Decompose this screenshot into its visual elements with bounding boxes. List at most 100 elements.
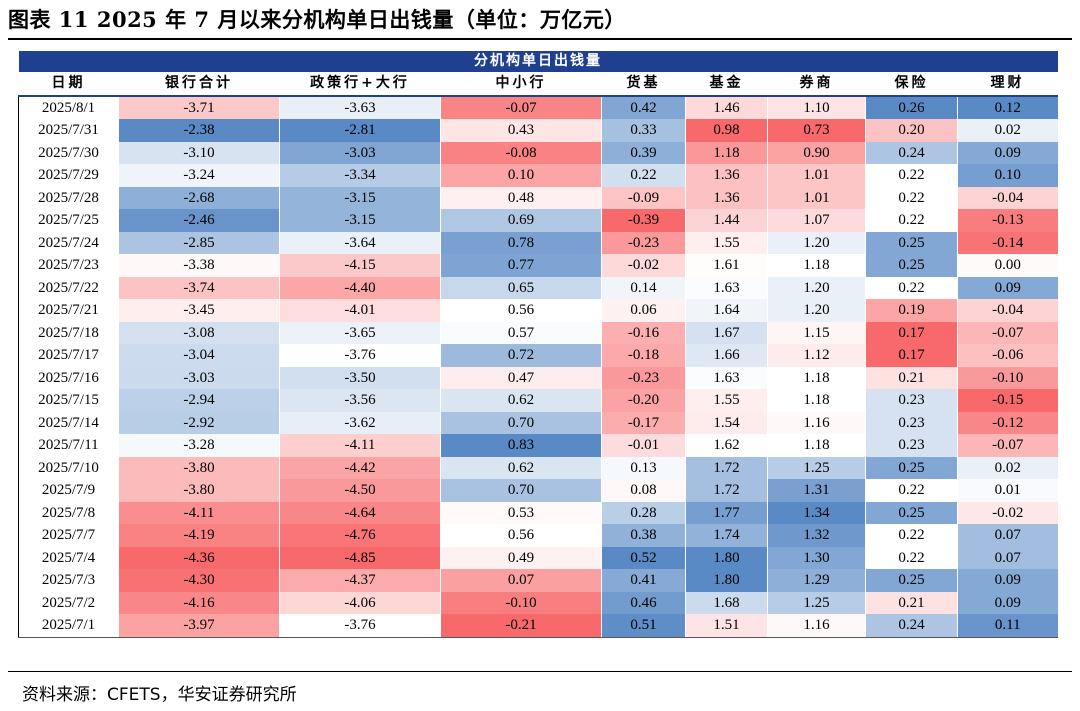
date-cell: 2025/7/3: [18, 569, 119, 592]
table-row: 2025/7/15 -2.94 -3.56 0.62 -0.20 1.55 1.18 0.23…: [18, 389, 1058, 412]
heatmap-cell: 1.80: [685, 546, 768, 569]
figure-title: 图表 11 2025 年 7 月以来分机构单日出钱量（单位：万亿元）: [8, 7, 626, 32]
table-row: 2025/7/30 -3.10 -3.03 -0.08 0.39 1.18 0.90 0.24…: [18, 141, 1058, 164]
heatmap-cell: -0.21: [440, 614, 602, 638]
heatmap-cell: 1.72: [685, 456, 768, 479]
date-cell: 2025/7/31: [18, 119, 119, 142]
heatmap-cell: 1.18: [767, 389, 866, 412]
heatmap-cell: -2.46: [118, 209, 280, 232]
date-cell: 2025/7/18: [18, 321, 119, 344]
heatmap-cell: 0.77: [440, 254, 602, 277]
table-row: 2025/7/9 -3.80 -4.50 0.70 0.08 1.72 1.31 0.22 0.…: [18, 479, 1058, 502]
heatmap-cell: 1.07: [767, 209, 866, 232]
heatmap-cell: 0.62: [440, 389, 602, 412]
heatmap-cell: 1.63: [685, 276, 768, 299]
heatmap-cell: 1.62: [685, 434, 768, 457]
heatmap-cell: 0.42: [601, 95, 686, 119]
heatmap-cell: -3.65: [279, 321, 441, 344]
heatmap-cell: 0.47: [440, 366, 602, 389]
heatmap-cell: 1.15: [767, 321, 866, 344]
heatmap-cell: -4.37: [279, 569, 441, 592]
heatmap-cell: 0.19: [865, 299, 958, 322]
heatmap-cell: -0.15: [956, 389, 1058, 412]
heatmap-cell: -4.19: [118, 524, 280, 547]
heatmap-cell: -2.68: [118, 186, 280, 209]
table-row: 2025/7/14 -2.92 -3.62 0.70 -0.17 1.54 1.16 0.23…: [18, 411, 1058, 434]
heatmap-cell: 1.74: [685, 524, 768, 547]
heatmap-cell: -4.16: [118, 591, 280, 614]
date-cell: 2025/7/30: [18, 141, 119, 164]
table-row: 2025/7/24 -2.85 -3.64 0.78 -0.23 1.55 1.20 0.25…: [18, 231, 1058, 254]
heatmap-cell: 1.12: [767, 344, 866, 367]
heatmap-cell: 0.07: [956, 546, 1058, 569]
heatmap-cell: 1.20: [767, 276, 866, 299]
table-row: 2025/7/17 -3.04 -3.76 0.72 -0.18 1.66 1.12 0.17…: [18, 344, 1058, 367]
heatmap-cell: 0.49: [440, 546, 602, 569]
heatmap-cell: 0.83: [440, 434, 602, 457]
heatmap-cell: -2.92: [118, 411, 280, 434]
date-cell: 2025/8/1: [18, 95, 119, 119]
heatmap-cell: 0.26: [865, 95, 958, 119]
column-header: 理财: [957, 72, 1058, 97]
heatmap-cell: -4.30: [118, 569, 280, 592]
heatmap-cell: -3.10: [118, 141, 280, 164]
heatmap-cell: 0.23: [865, 434, 958, 457]
heatmap-cell: 0.09: [956, 141, 1058, 164]
heatmap-cell: 1.20: [767, 299, 866, 322]
date-cell: 2025/7/10: [18, 456, 119, 479]
heatmap-cell: 1.31: [767, 479, 866, 502]
heatmap-cell: 0.70: [440, 411, 602, 434]
bottom-rule: [8, 671, 1072, 672]
heatmap-cell: 0.01: [956, 479, 1058, 502]
heatmap-cell: 0.53: [440, 501, 602, 524]
date-cell: 2025/7/22: [18, 276, 119, 299]
heatmap-cell: 0.78: [440, 231, 602, 254]
table-row: 2025/7/4 -4.36 -4.85 0.49 0.52 1.80 1.30 0.22 0.…: [18, 546, 1058, 569]
heatmap-cell: -0.04: [956, 186, 1058, 209]
heatmap-cell: 0.17: [865, 321, 958, 344]
heatmap-cell: 0.11: [956, 614, 1058, 638]
heatmap-cell: 0.57: [440, 321, 602, 344]
heatmap-cell: -3.50: [279, 366, 441, 389]
heatmap-cell: 0.22: [865, 186, 958, 209]
heatmap-cell: 0.22: [865, 524, 958, 547]
heatmap-cell: 0.14: [601, 276, 686, 299]
heatmap-cell: -0.07: [440, 95, 602, 119]
heatmap-cell: 1.54: [685, 411, 768, 434]
heatmap-cell: 0.73: [767, 119, 866, 142]
heatmap-cell: 0.21: [865, 591, 958, 614]
heatmap-cell: 0.25: [865, 456, 958, 479]
heatmap-cell: -4.36: [118, 546, 280, 569]
heatmap-cell: -3.74: [118, 276, 280, 299]
column-header: 货基: [601, 72, 686, 97]
heatmap-cell: -3.28: [118, 434, 280, 457]
table-row: 2025/7/23 -3.38 -4.15 0.77 -0.02 1.61 1.18 0.25…: [18, 254, 1058, 277]
table-row: 2025/7/3 -4.30 -4.37 0.07 0.41 1.80 1.29 0.25 0.…: [18, 569, 1058, 592]
heatmap-cell: 0.23: [865, 411, 958, 434]
table-row: 2025/7/16 -3.03 -3.50 0.47 -0.23 1.63 1.18 0.21…: [18, 366, 1058, 389]
heatmap-cell: 1.16: [767, 411, 866, 434]
heatmap-cell: -4.40: [279, 276, 441, 299]
heatmap-cell: 1.44: [685, 209, 768, 232]
column-header: 银行合计: [118, 72, 280, 97]
heatmap-cell: -2.81: [279, 119, 441, 142]
heatmap-cell: 1.34: [767, 501, 866, 524]
heatmap-cell: 1.18: [685, 141, 768, 164]
heatmap-cell: 0.25: [865, 254, 958, 277]
table-banner-title: 分机构单日出钱量: [18, 51, 1058, 72]
table-row: 2025/7/25 -2.46 -3.15 0.69 -0.39 1.44 1.07 0.22…: [18, 209, 1058, 232]
date-cell: 2025/7/9: [18, 479, 119, 502]
heatmap-cell: 0.22: [865, 479, 958, 502]
heatmap-cell: 0.90: [767, 141, 866, 164]
column-header: 保险: [865, 72, 958, 97]
heatmap-cell: -0.07: [956, 321, 1058, 344]
heatmap-cell: -0.12: [956, 411, 1058, 434]
heatmap-cell: 1.29: [767, 569, 866, 592]
heatmap-cell: 0.07: [956, 524, 1058, 547]
heatmap-cell: -0.39: [601, 209, 686, 232]
column-header: 券商: [767, 72, 866, 97]
heatmap-cell: -4.76: [279, 524, 441, 547]
heatmap-cell: 1.55: [685, 231, 768, 254]
heatmap-cell: -3.04: [118, 344, 280, 367]
heatmap-table-container: 分机构单日出钱量 日期 银行合计 政策行+大行 中小行 货基 基金 券商 保险 理财 2025/…: [18, 51, 1058, 638]
